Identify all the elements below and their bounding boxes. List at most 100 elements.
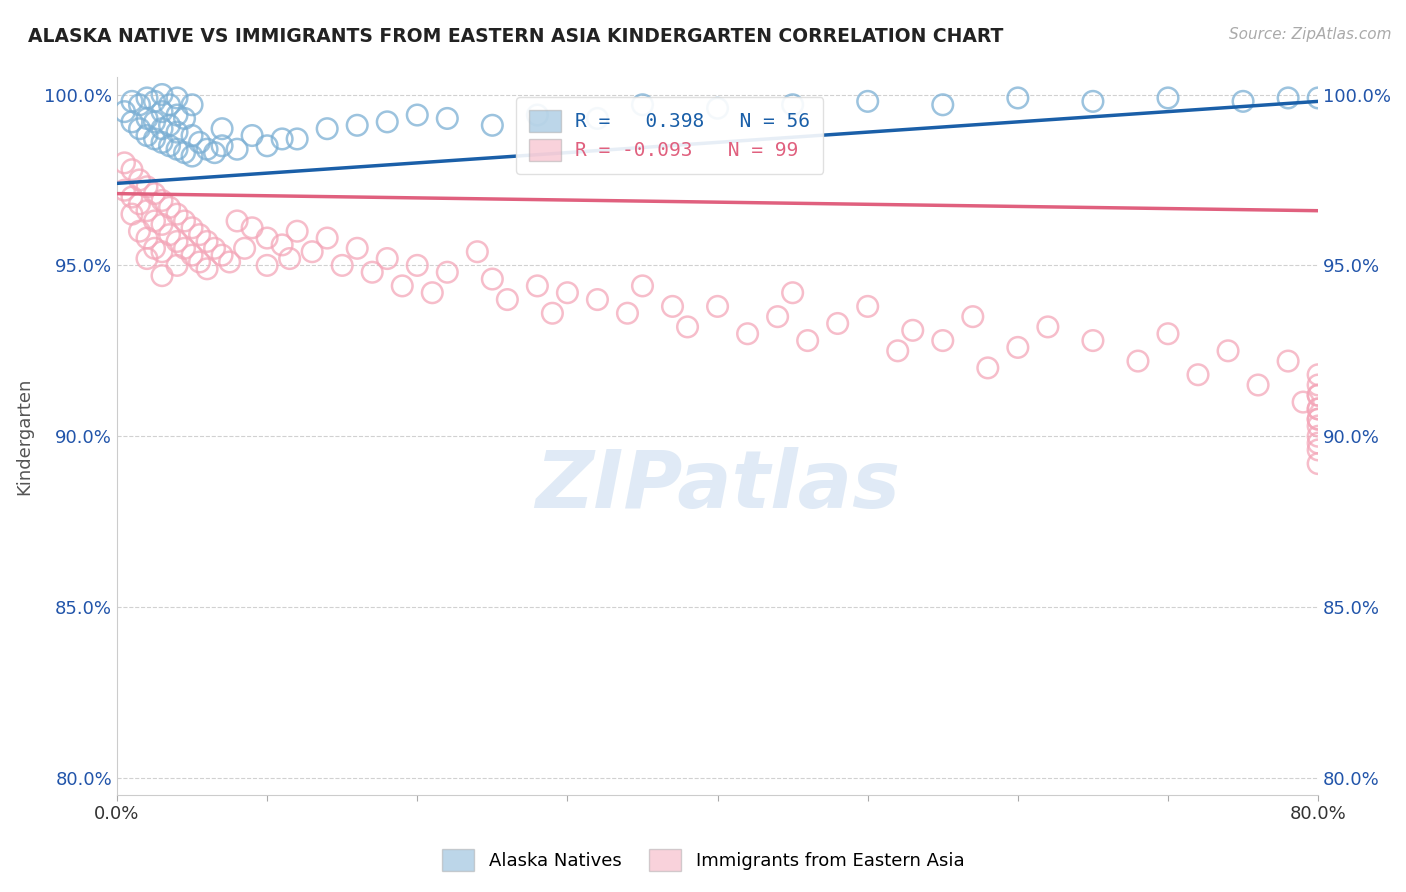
Point — [226, 214, 249, 228]
Point — [150, 136, 173, 150]
Point — [143, 115, 166, 129]
Point — [181, 248, 204, 262]
Point — [136, 203, 159, 218]
Point — [1308, 429, 1330, 443]
Point — [181, 149, 204, 163]
Point — [406, 108, 429, 122]
Point — [166, 108, 188, 122]
Point — [1308, 388, 1330, 402]
Point — [166, 259, 188, 273]
Point — [143, 95, 166, 109]
Point — [181, 220, 204, 235]
Point — [676, 319, 699, 334]
Point — [1126, 354, 1149, 368]
Point — [285, 132, 308, 146]
Point — [256, 259, 278, 273]
Point — [121, 207, 143, 221]
Point — [211, 138, 233, 153]
Point — [188, 255, 211, 269]
Point — [150, 268, 173, 283]
Point — [856, 95, 879, 109]
Point — [1247, 378, 1270, 392]
Point — [181, 97, 204, 112]
Point — [330, 259, 353, 273]
Point — [1308, 412, 1330, 426]
Point — [962, 310, 984, 324]
Point — [541, 306, 564, 320]
Point — [188, 227, 211, 242]
Point — [188, 136, 211, 150]
Point — [136, 128, 159, 143]
Point — [827, 317, 849, 331]
Point — [766, 310, 789, 324]
Point — [526, 279, 548, 293]
Point — [173, 214, 195, 228]
Point — [128, 197, 150, 211]
Point — [271, 238, 294, 252]
Point — [631, 279, 654, 293]
Point — [1308, 91, 1330, 105]
Point — [204, 145, 226, 160]
Point — [782, 285, 804, 300]
Point — [631, 97, 654, 112]
Point — [1308, 457, 1330, 471]
Point — [166, 142, 188, 156]
Point — [301, 244, 323, 259]
Point — [195, 261, 218, 276]
Point — [166, 91, 188, 105]
Point — [1308, 368, 1330, 382]
Point — [1157, 326, 1180, 341]
Point — [406, 259, 429, 273]
Point — [526, 108, 548, 122]
Point — [375, 252, 398, 266]
Point — [240, 220, 263, 235]
Point — [159, 200, 181, 214]
Point — [173, 241, 195, 255]
Point — [159, 97, 181, 112]
Point — [204, 241, 226, 255]
Point — [1308, 401, 1330, 416]
Text: ZIPatlas: ZIPatlas — [536, 448, 900, 525]
Point — [1308, 401, 1330, 416]
Point — [181, 128, 204, 143]
Point — [1308, 419, 1330, 434]
Point — [496, 293, 519, 307]
Point — [1308, 388, 1330, 402]
Point — [128, 224, 150, 238]
Point — [391, 279, 413, 293]
Point — [240, 128, 263, 143]
Point — [1216, 343, 1239, 358]
Point — [143, 186, 166, 201]
Point — [128, 97, 150, 112]
Point — [128, 173, 150, 187]
Point — [737, 326, 759, 341]
Point — [143, 214, 166, 228]
Legend: Alaska Natives, Immigrants from Eastern Asia: Alaska Natives, Immigrants from Eastern … — [434, 842, 972, 879]
Point — [782, 97, 804, 112]
Point — [706, 299, 728, 313]
Text: Source: ZipAtlas.com: Source: ZipAtlas.com — [1229, 27, 1392, 42]
Point — [661, 299, 683, 313]
Point — [195, 142, 218, 156]
Point — [195, 235, 218, 249]
Point — [616, 306, 638, 320]
Point — [465, 244, 488, 259]
Point — [285, 224, 308, 238]
Point — [1308, 442, 1330, 457]
Point — [226, 142, 249, 156]
Point — [136, 252, 159, 266]
Point — [1308, 378, 1330, 392]
Point — [136, 179, 159, 194]
Point — [346, 118, 368, 132]
Point — [233, 241, 256, 255]
Point — [150, 194, 173, 208]
Point — [121, 190, 143, 204]
Point — [159, 138, 181, 153]
Point — [136, 112, 159, 126]
Y-axis label: Kindergarten: Kindergarten — [15, 377, 32, 495]
Point — [150, 218, 173, 232]
Point — [1007, 91, 1029, 105]
Point — [1277, 354, 1299, 368]
Point — [1081, 95, 1104, 109]
Point — [114, 104, 136, 119]
